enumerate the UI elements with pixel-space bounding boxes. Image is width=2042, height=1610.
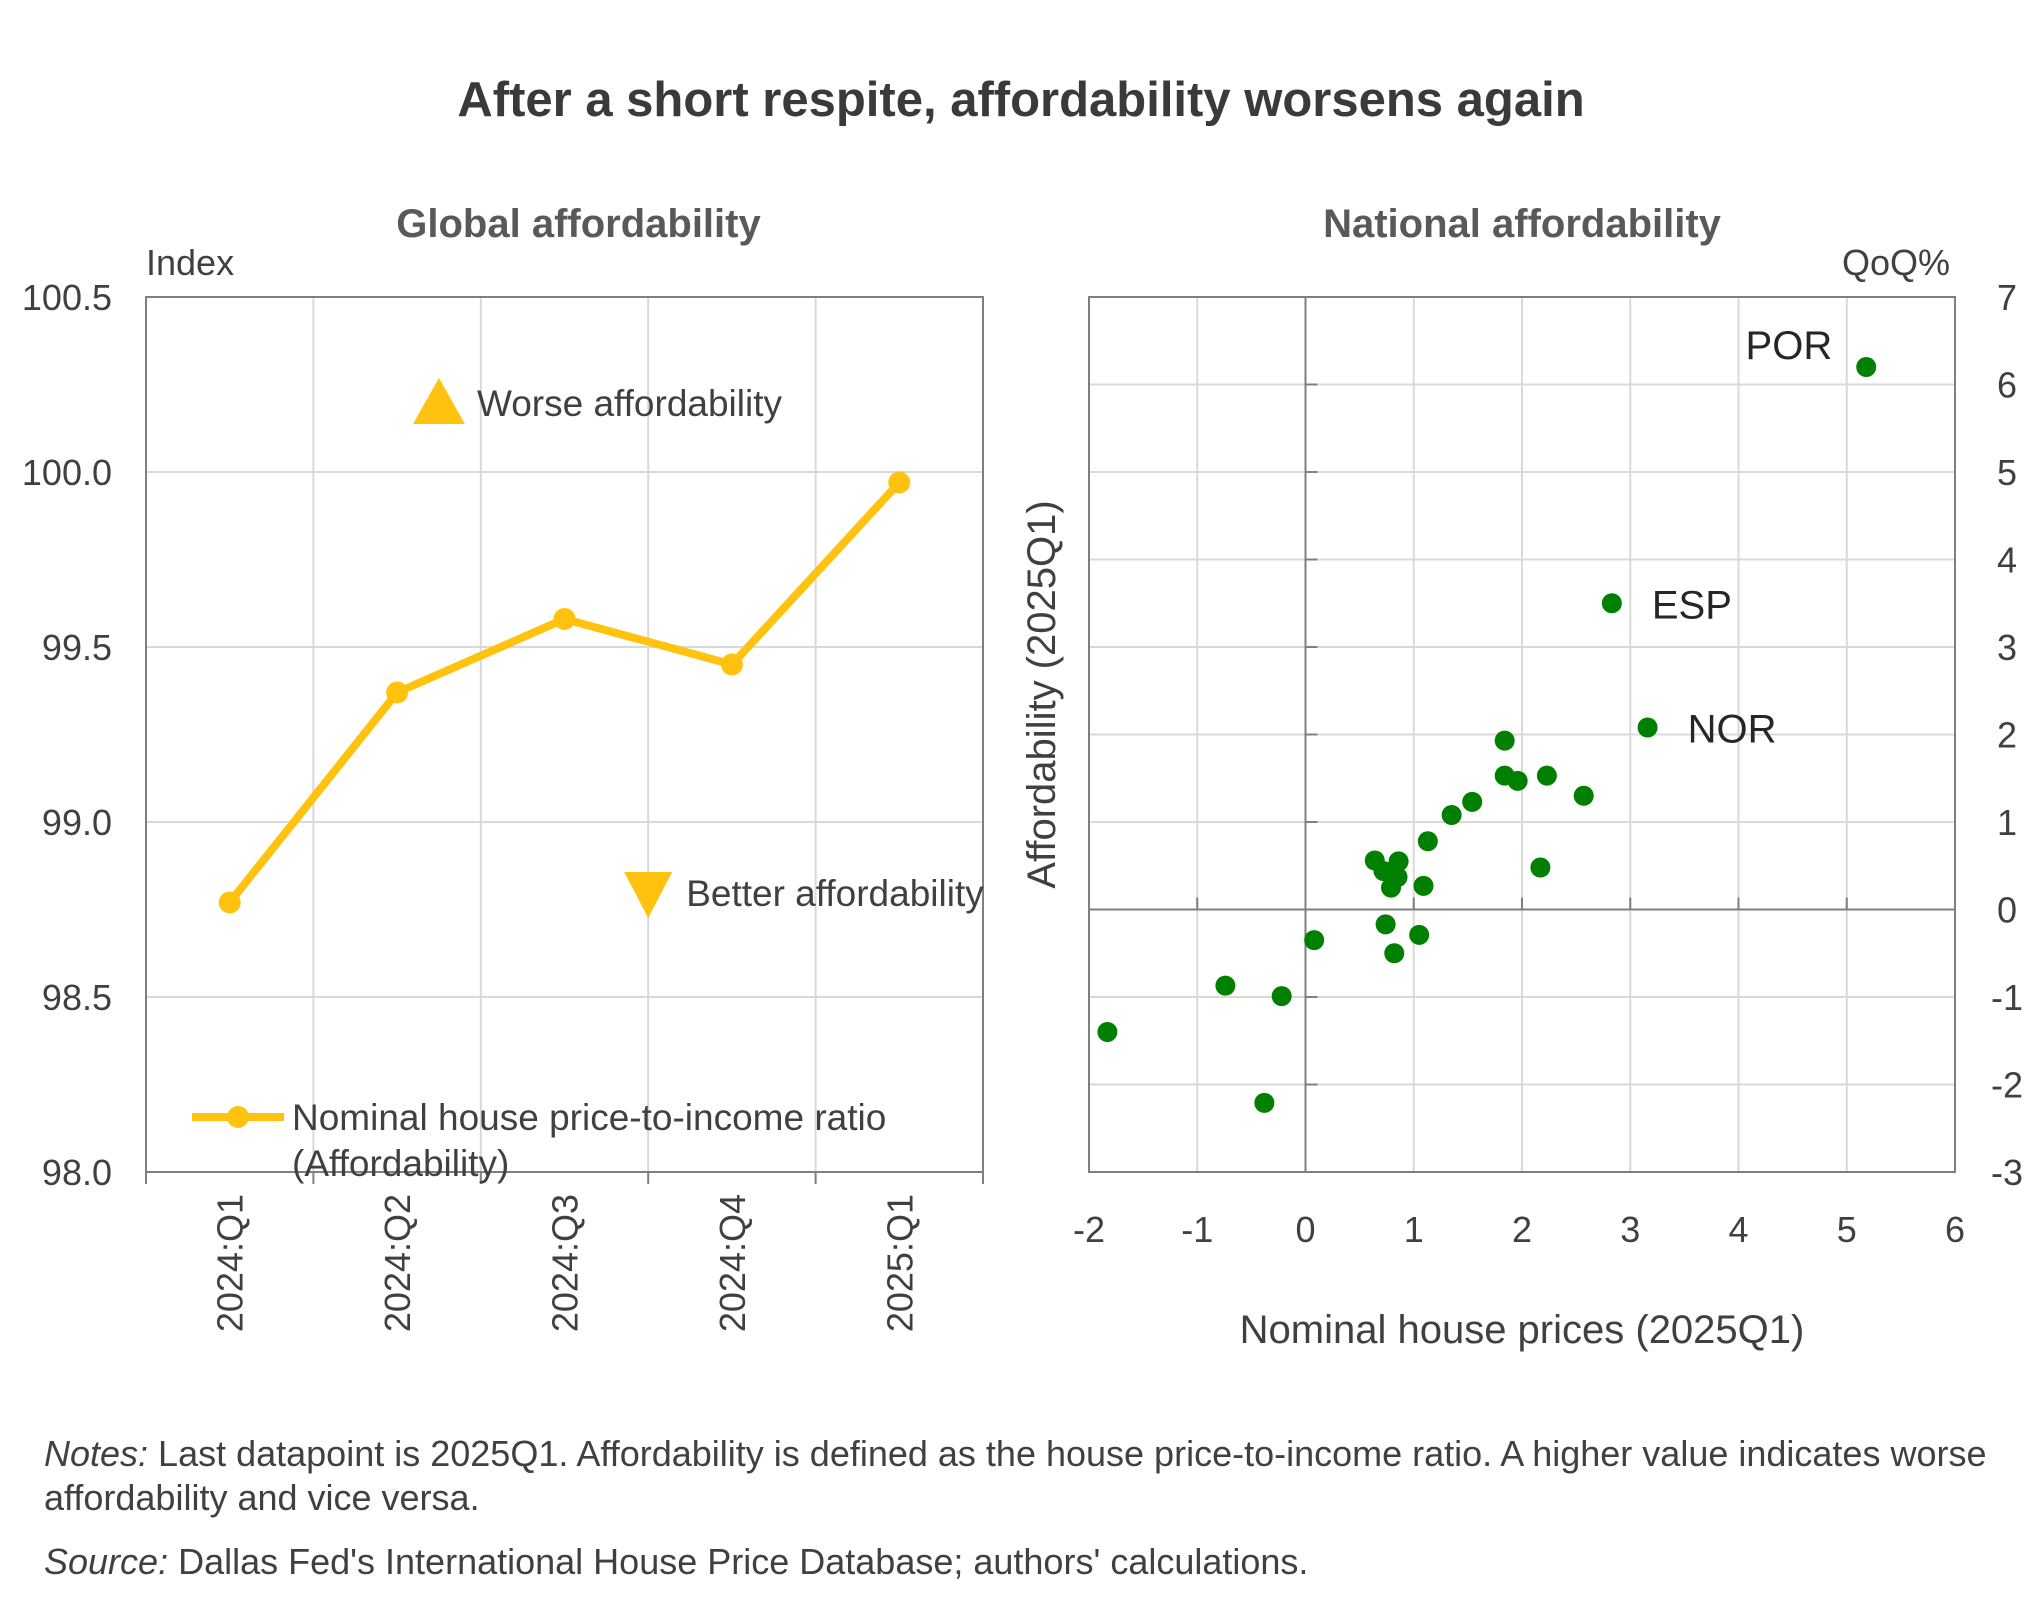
y-tick-label: 2 — [1997, 715, 2017, 756]
chart-title: Global affordability — [396, 202, 761, 246]
y-tick-label: -1 — [1991, 977, 2023, 1018]
y-tick-label: 100.5 — [22, 277, 112, 318]
x-tick-label: 4 — [1728, 1209, 1748, 1250]
series-line — [226, 479, 903, 905]
scatter-point — [1271, 986, 1292, 1007]
scatter-point — [1637, 717, 1658, 738]
source-body: Dallas Fed's International House Price D… — [168, 1541, 1309, 1582]
scatter-point — [1388, 851, 1409, 872]
x-tick-label: 2 — [1512, 1209, 1532, 1250]
chart-title: National affordability — [1323, 202, 1722, 246]
scatter-point — [1409, 924, 1430, 945]
scatter-point — [1494, 730, 1515, 751]
y-tick-label: 99.5 — [42, 627, 112, 668]
notes-body: Last datapoint is 2025Q1. Affordability … — [44, 1433, 1987, 1518]
scatter-point — [1417, 831, 1438, 852]
y-tick-label: 1 — [1997, 802, 2017, 843]
series-point — [720, 653, 743, 676]
scatter-point — [1384, 943, 1405, 964]
y-tick-label: 100.0 — [22, 452, 112, 493]
source-label: Source: — [44, 1541, 169, 1582]
scatter-point — [1254, 1092, 1275, 1113]
scatter-point — [1856, 357, 1877, 377]
y-tick-label: 6 — [1997, 365, 2017, 406]
x-tick-label: 2025:Q1 — [879, 1194, 920, 1332]
series-point — [553, 608, 576, 630]
point-label: NOR — [1688, 708, 1777, 752]
scatter-point — [1536, 765, 1557, 786]
x-tick-label: 6 — [1945, 1209, 1965, 1250]
legend-marker — [227, 1106, 249, 1128]
global-affordability-chart: 98.0 98.5 99.0 99.5 100.0 100.5 2024:Q1 2024:Q2… — [22, 202, 984, 1332]
plot-frame — [1088, 296, 1956, 1173]
notes-label: Notes: — [44, 1433, 149, 1474]
scatter-point — [1573, 785, 1594, 806]
series-point — [888, 471, 911, 494]
x-tick-label: 2024:Q4 — [712, 1194, 753, 1332]
scatter-point — [1215, 975, 1236, 996]
main-title: After a short respite, affordability wor… — [457, 73, 1585, 127]
legend-label: (Affordability) — [292, 1143, 509, 1184]
scatter-point — [1097, 1022, 1118, 1042]
scatter-point — [1381, 877, 1402, 898]
x-tick-label: 0 — [1295, 1209, 1315, 1250]
point-label: ESP — [1652, 583, 1732, 627]
x-tick-label: 2024:Q1 — [210, 1194, 251, 1332]
legend-label: Nominal house price-to-income ratio — [292, 1097, 886, 1138]
triangle-down-icon — [624, 872, 673, 918]
y-tick-label: -2 — [1991, 1065, 2023, 1106]
x-tick-label: -1 — [1181, 1209, 1213, 1250]
series-point — [218, 891, 241, 914]
scatter-point — [1462, 791, 1483, 812]
point-label: POR — [1746, 324, 1833, 368]
x-tick-label: 2024:Q2 — [377, 1194, 418, 1332]
scatter-point — [1304, 930, 1325, 951]
scatter-point — [1441, 805, 1462, 825]
source-text: Source: Dallas Fed's International House… — [44, 1540, 2004, 1584]
y-tick-label: 0 — [1997, 890, 2017, 931]
y-axis-label: Affordability (2025Q1) — [1020, 500, 1064, 888]
scatter-point — [1413, 875, 1434, 896]
series-point — [386, 681, 409, 704]
y-tick-label: 3 — [1997, 627, 2017, 668]
plot-frame — [145, 296, 984, 1173]
y-tick-label: -3 — [1991, 1152, 2023, 1193]
y-axis-unit: Index — [146, 242, 234, 283]
x-tick-label: 3 — [1620, 1209, 1640, 1250]
y-tick-label: 99.0 — [42, 802, 112, 843]
x-axis-label: Nominal house prices (2025Q1) — [1240, 1308, 1805, 1352]
x-tick-label: -2 — [1073, 1209, 1105, 1250]
x-tick-label: 5 — [1837, 1209, 1857, 1250]
y-tick-label: 98.5 — [42, 977, 112, 1018]
y-tick-label: 98.0 — [42, 1152, 112, 1193]
annotation-label: Better affordability — [686, 873, 984, 914]
y-axis-unit: QoQ% — [1842, 242, 1950, 283]
triangle-up-icon — [412, 378, 465, 424]
annotation-label: Worse affordability — [477, 383, 783, 424]
scatter-point — [1601, 593, 1622, 614]
x-tick-label: 2024:Q3 — [545, 1194, 586, 1332]
scatter-point — [1530, 857, 1551, 878]
national-affordability-chart: -2 -1 0 1 2 3 4 5 6 -3 -2 -1 0 1 2 3 4 5 6 7 National afford… — [1020, 202, 2023, 1352]
chart-canvas: 98.0 98.5 99.0 99.5 100.0 100.5 2024:Q1 2024:Q2… — [22, 202, 2023, 1352]
y-tick-label: 7 — [1997, 277, 2017, 318]
y-tick-label: 4 — [1997, 540, 2017, 581]
scatter-point — [1507, 770, 1528, 791]
notes-text: Notes: Last datapoint is 2025Q1. Afforda… — [44, 1432, 2004, 1520]
x-tick-label: 1 — [1404, 1209, 1424, 1250]
scatter-point — [1375, 914, 1396, 935]
y-tick-label: 5 — [1997, 452, 2017, 493]
